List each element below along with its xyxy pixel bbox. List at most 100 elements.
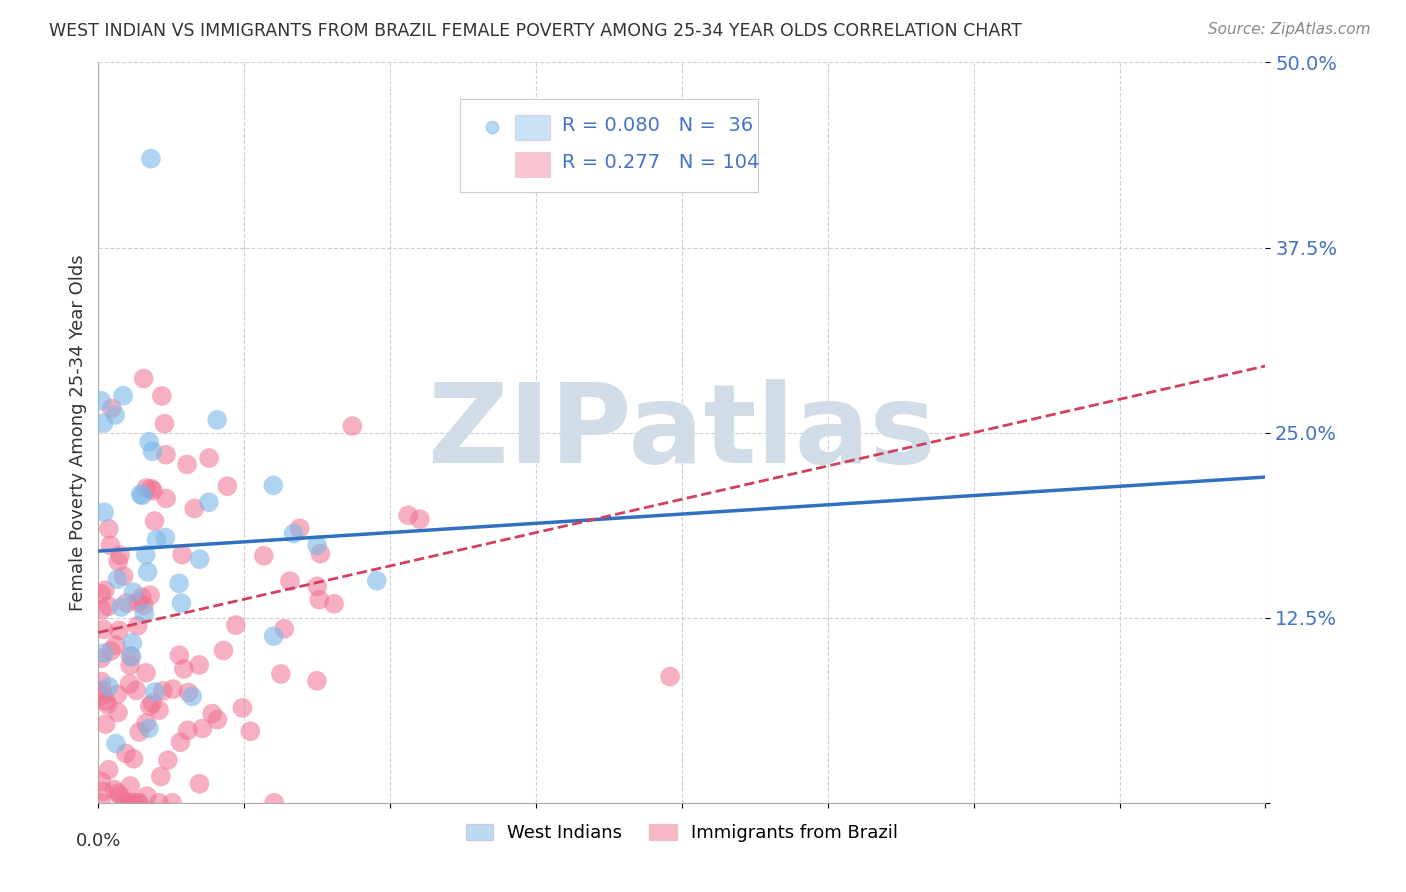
Point: [103, 782, 125, 797]
Point: [96, 698, 118, 712]
Point: [183, 501, 205, 516]
Point: [207, 713, 229, 727]
Point: [115, 596, 138, 610]
Point: [104, 638, 127, 652]
Point: [131, 488, 153, 502]
Point: [201, 706, 224, 721]
Point: [93, 505, 115, 519]
Point: [659, 669, 682, 683]
Point: [212, 643, 235, 657]
Point: [153, 417, 176, 431]
Point: [127, 619, 149, 633]
Point: [135, 481, 157, 495]
Y-axis label: Female Poverty Among 25-34 Year Olds: Female Poverty Among 25-34 Year Olds: [69, 254, 87, 611]
Point: [93, 416, 115, 430]
Point: [93, 646, 115, 660]
Point: [150, 389, 173, 403]
Point: [90, 587, 112, 601]
Point: [155, 531, 177, 545]
Point: [120, 658, 142, 673]
Point: [108, 548, 131, 562]
Point: [263, 629, 285, 643]
Point: [97, 599, 120, 614]
Point: [366, 574, 388, 588]
Point: [278, 574, 301, 588]
Legend: West Indians, Immigrants from Brazil: West Indians, Immigrants from Brazil: [458, 816, 905, 849]
Point: [139, 152, 162, 166]
Point: [90, 796, 112, 810]
Point: [128, 725, 150, 739]
Point: [409, 512, 432, 526]
Point: [169, 735, 191, 749]
Point: [283, 526, 305, 541]
Point: [135, 716, 157, 731]
Point: [188, 777, 211, 791]
Point: [173, 662, 195, 676]
Point: [118, 796, 141, 810]
Point: [138, 722, 160, 736]
Point: [181, 690, 204, 704]
Point: [94, 694, 117, 708]
Point: [152, 684, 174, 698]
Point: [121, 649, 143, 664]
Point: [143, 685, 166, 699]
Point: [135, 548, 157, 562]
Point: [112, 569, 135, 583]
Point: [114, 747, 136, 761]
Point: [225, 618, 247, 632]
Point: [263, 796, 285, 810]
Point: [217, 479, 239, 493]
Point: [231, 701, 253, 715]
Point: [162, 682, 184, 697]
Point: [97, 522, 120, 536]
Point: [97, 763, 120, 777]
Point: [127, 796, 149, 810]
Point: [101, 401, 124, 416]
Point: [323, 597, 346, 611]
Point: [135, 789, 157, 804]
Point: [136, 565, 159, 579]
Point: [122, 796, 145, 810]
Point: [108, 624, 131, 638]
Point: [107, 555, 129, 569]
Point: [134, 607, 156, 621]
Point: [396, 508, 419, 523]
Point: [141, 444, 163, 458]
Point: [90, 689, 112, 703]
Point: [91, 784, 114, 798]
Point: [118, 677, 141, 691]
Point: [135, 665, 157, 680]
Point: [177, 723, 200, 738]
FancyBboxPatch shape: [515, 152, 550, 178]
Point: [132, 371, 155, 385]
Point: [273, 622, 295, 636]
Point: [107, 572, 129, 586]
Point: [138, 434, 160, 449]
Point: [305, 673, 328, 688]
Point: [91, 683, 114, 698]
Point: [107, 706, 129, 720]
Point: [198, 495, 221, 509]
Point: [139, 482, 162, 496]
Point: [127, 595, 149, 609]
Point: [121, 636, 143, 650]
Point: [104, 408, 127, 422]
Point: [253, 549, 276, 563]
Point: [148, 703, 170, 717]
Text: WEST INDIAN VS IMMIGRANTS FROM BRAZIL FEMALE POVERTY AMONG 25-34 YEAR OLDS CORRE: WEST INDIAN VS IMMIGRANTS FROM BRAZIL FE…: [49, 22, 1022, 40]
Point: [156, 753, 179, 767]
Point: [308, 592, 330, 607]
Point: [120, 779, 142, 793]
Point: [170, 548, 193, 562]
FancyBboxPatch shape: [515, 115, 550, 140]
Point: [170, 596, 193, 610]
Point: [114, 796, 136, 810]
Point: [270, 667, 292, 681]
Point: [90, 393, 112, 408]
Point: [205, 413, 228, 427]
Point: [307, 538, 329, 552]
Point: [307, 579, 329, 593]
Point: [142, 483, 165, 498]
Point: [155, 491, 177, 506]
Point: [120, 648, 142, 663]
